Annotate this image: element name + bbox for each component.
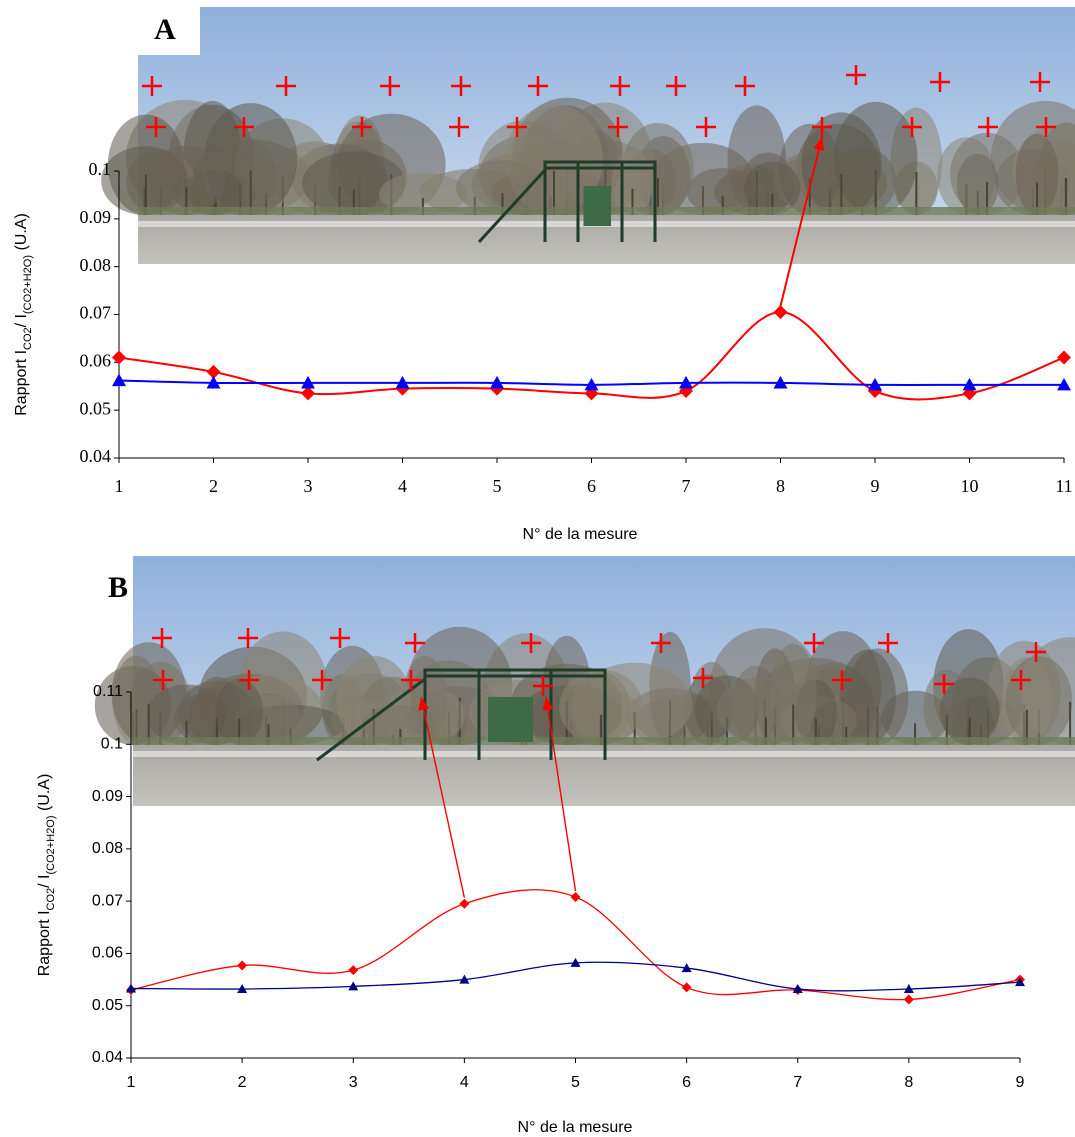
panel-label: A: [154, 13, 176, 46]
y-tick-label: 0.07: [80, 303, 112, 323]
photo: [94, 556, 1075, 806]
y-axis-title-part: (CO2+H2O): [45, 816, 57, 875]
y-tick-label: 0.04: [80, 446, 112, 466]
y-axis-title-part: CO2: [45, 888, 57, 911]
data-point: [1057, 350, 1071, 365]
data-point: [792, 983, 803, 993]
y-axis-title-part: / I: [13, 314, 30, 327]
y-tick-label: 0.06: [80, 350, 112, 370]
data-point: [681, 963, 692, 973]
data-point: [903, 983, 914, 993]
y-axis-title-part: (CO2+H2O): [22, 255, 34, 314]
x-axis-title: N° de la mesure: [518, 1119, 633, 1136]
panel-label: B: [108, 571, 128, 604]
data-point: [206, 375, 221, 389]
data-point: [348, 981, 359, 991]
x-tick-label: 6: [587, 476, 596, 496]
data-point: [1057, 377, 1071, 391]
y-axis-title-part: (U.A): [13, 213, 30, 255]
data-point: [112, 373, 126, 387]
x-axis-title: N° de la mesure: [523, 526, 638, 543]
chart-panel: A 0.04 0.05 0.06 0.07 0.08 0.09 0.1 1 2 3 4 5 6 7 8 9 10 1…: [13, 7, 1075, 543]
x-tick-label: 6: [682, 1074, 691, 1091]
data-point: [301, 375, 315, 389]
y-tick-label: 0.09: [80, 207, 112, 227]
x-tick-label: 5: [493, 476, 502, 496]
data-point: [962, 377, 977, 391]
data-point: [679, 375, 693, 389]
data-point: [903, 994, 914, 1005]
x-tick-label: 4: [460, 1074, 469, 1091]
x-tick-label: 9: [871, 476, 880, 496]
data-point: [584, 377, 599, 391]
y-tick-label: 0.05: [92, 997, 123, 1014]
y-axis-title-part: (U.A): [36, 774, 53, 816]
y-axis-title-part: CO2: [22, 327, 34, 350]
data-point: [348, 965, 359, 976]
data-point: [301, 386, 315, 401]
label-box: [138, 7, 200, 55]
data-point: [126, 983, 136, 993]
y-tick-label: 0.08: [80, 255, 112, 275]
data-point: [459, 974, 470, 984]
x-tick-label: 10: [961, 476, 979, 496]
data-point: [237, 960, 248, 971]
data-point: [112, 350, 126, 365]
data-point: [459, 898, 470, 909]
y-axis-title: Rapport ICO2/ I(CO2+H2O) (U.A): [13, 213, 34, 416]
series-line: [118, 311, 1065, 401]
y-tick-label: 0.05: [80, 398, 112, 418]
photo: [101, 7, 1075, 264]
chart-panel: B 0.04 0.05 0.06 0.07 0.08 0.09 0.1 0.11 1 2 3 4 5 6 7 8…: [36, 556, 1075, 1136]
x-tick-label: 2: [209, 476, 218, 496]
x-tick-label: 7: [682, 476, 691, 496]
x-tick-label: 3: [304, 476, 313, 496]
y-tick-label: 0.1: [101, 736, 123, 753]
y-axis-title-part: Rapport I: [13, 350, 30, 416]
data-point: [1015, 977, 1025, 987]
y-tick-label: 0.07: [92, 892, 123, 909]
x-tick-label: 5: [571, 1074, 580, 1091]
x-tick-label: 11: [1055, 476, 1072, 496]
data-point: [206, 364, 221, 379]
x-tick-label: 8: [904, 1074, 913, 1091]
y-tick-label: 0.04: [92, 1049, 123, 1066]
x-tick-label: 1: [127, 1074, 136, 1091]
y-axis-title-part: / I: [36, 875, 53, 888]
x-tick-label: 9: [1016, 1074, 1025, 1091]
y-tick-label: 0.1: [89, 159, 112, 179]
y-tick-label: 0.11: [93, 683, 123, 700]
data-point: [570, 891, 581, 902]
series-line: [130, 889, 1021, 1001]
x-tick-label: 2: [238, 1074, 247, 1091]
data-point: [237, 983, 248, 993]
data-point: [395, 375, 410, 389]
data-point: [773, 305, 788, 320]
y-tick-label: 0.06: [92, 945, 123, 962]
x-tick-label: 1: [115, 476, 124, 496]
x-tick-label: 7: [793, 1074, 802, 1091]
y-axis-title-part: Rapport I: [36, 910, 53, 976]
data-point: [868, 377, 882, 391]
y-tick-label: 0.08: [92, 840, 123, 857]
x-tick-label: 8: [776, 476, 785, 496]
data-point: [570, 957, 581, 967]
x-tick-label: 3: [349, 1074, 358, 1091]
data-point: [681, 982, 692, 993]
y-axis-title: Rapport ICO2/ I(CO2+H2O) (U.A): [36, 774, 57, 977]
x-tick-label: 4: [398, 476, 407, 496]
data-point: [773, 375, 788, 389]
data-point: [490, 375, 504, 389]
y-tick-label: 0.09: [92, 788, 123, 805]
